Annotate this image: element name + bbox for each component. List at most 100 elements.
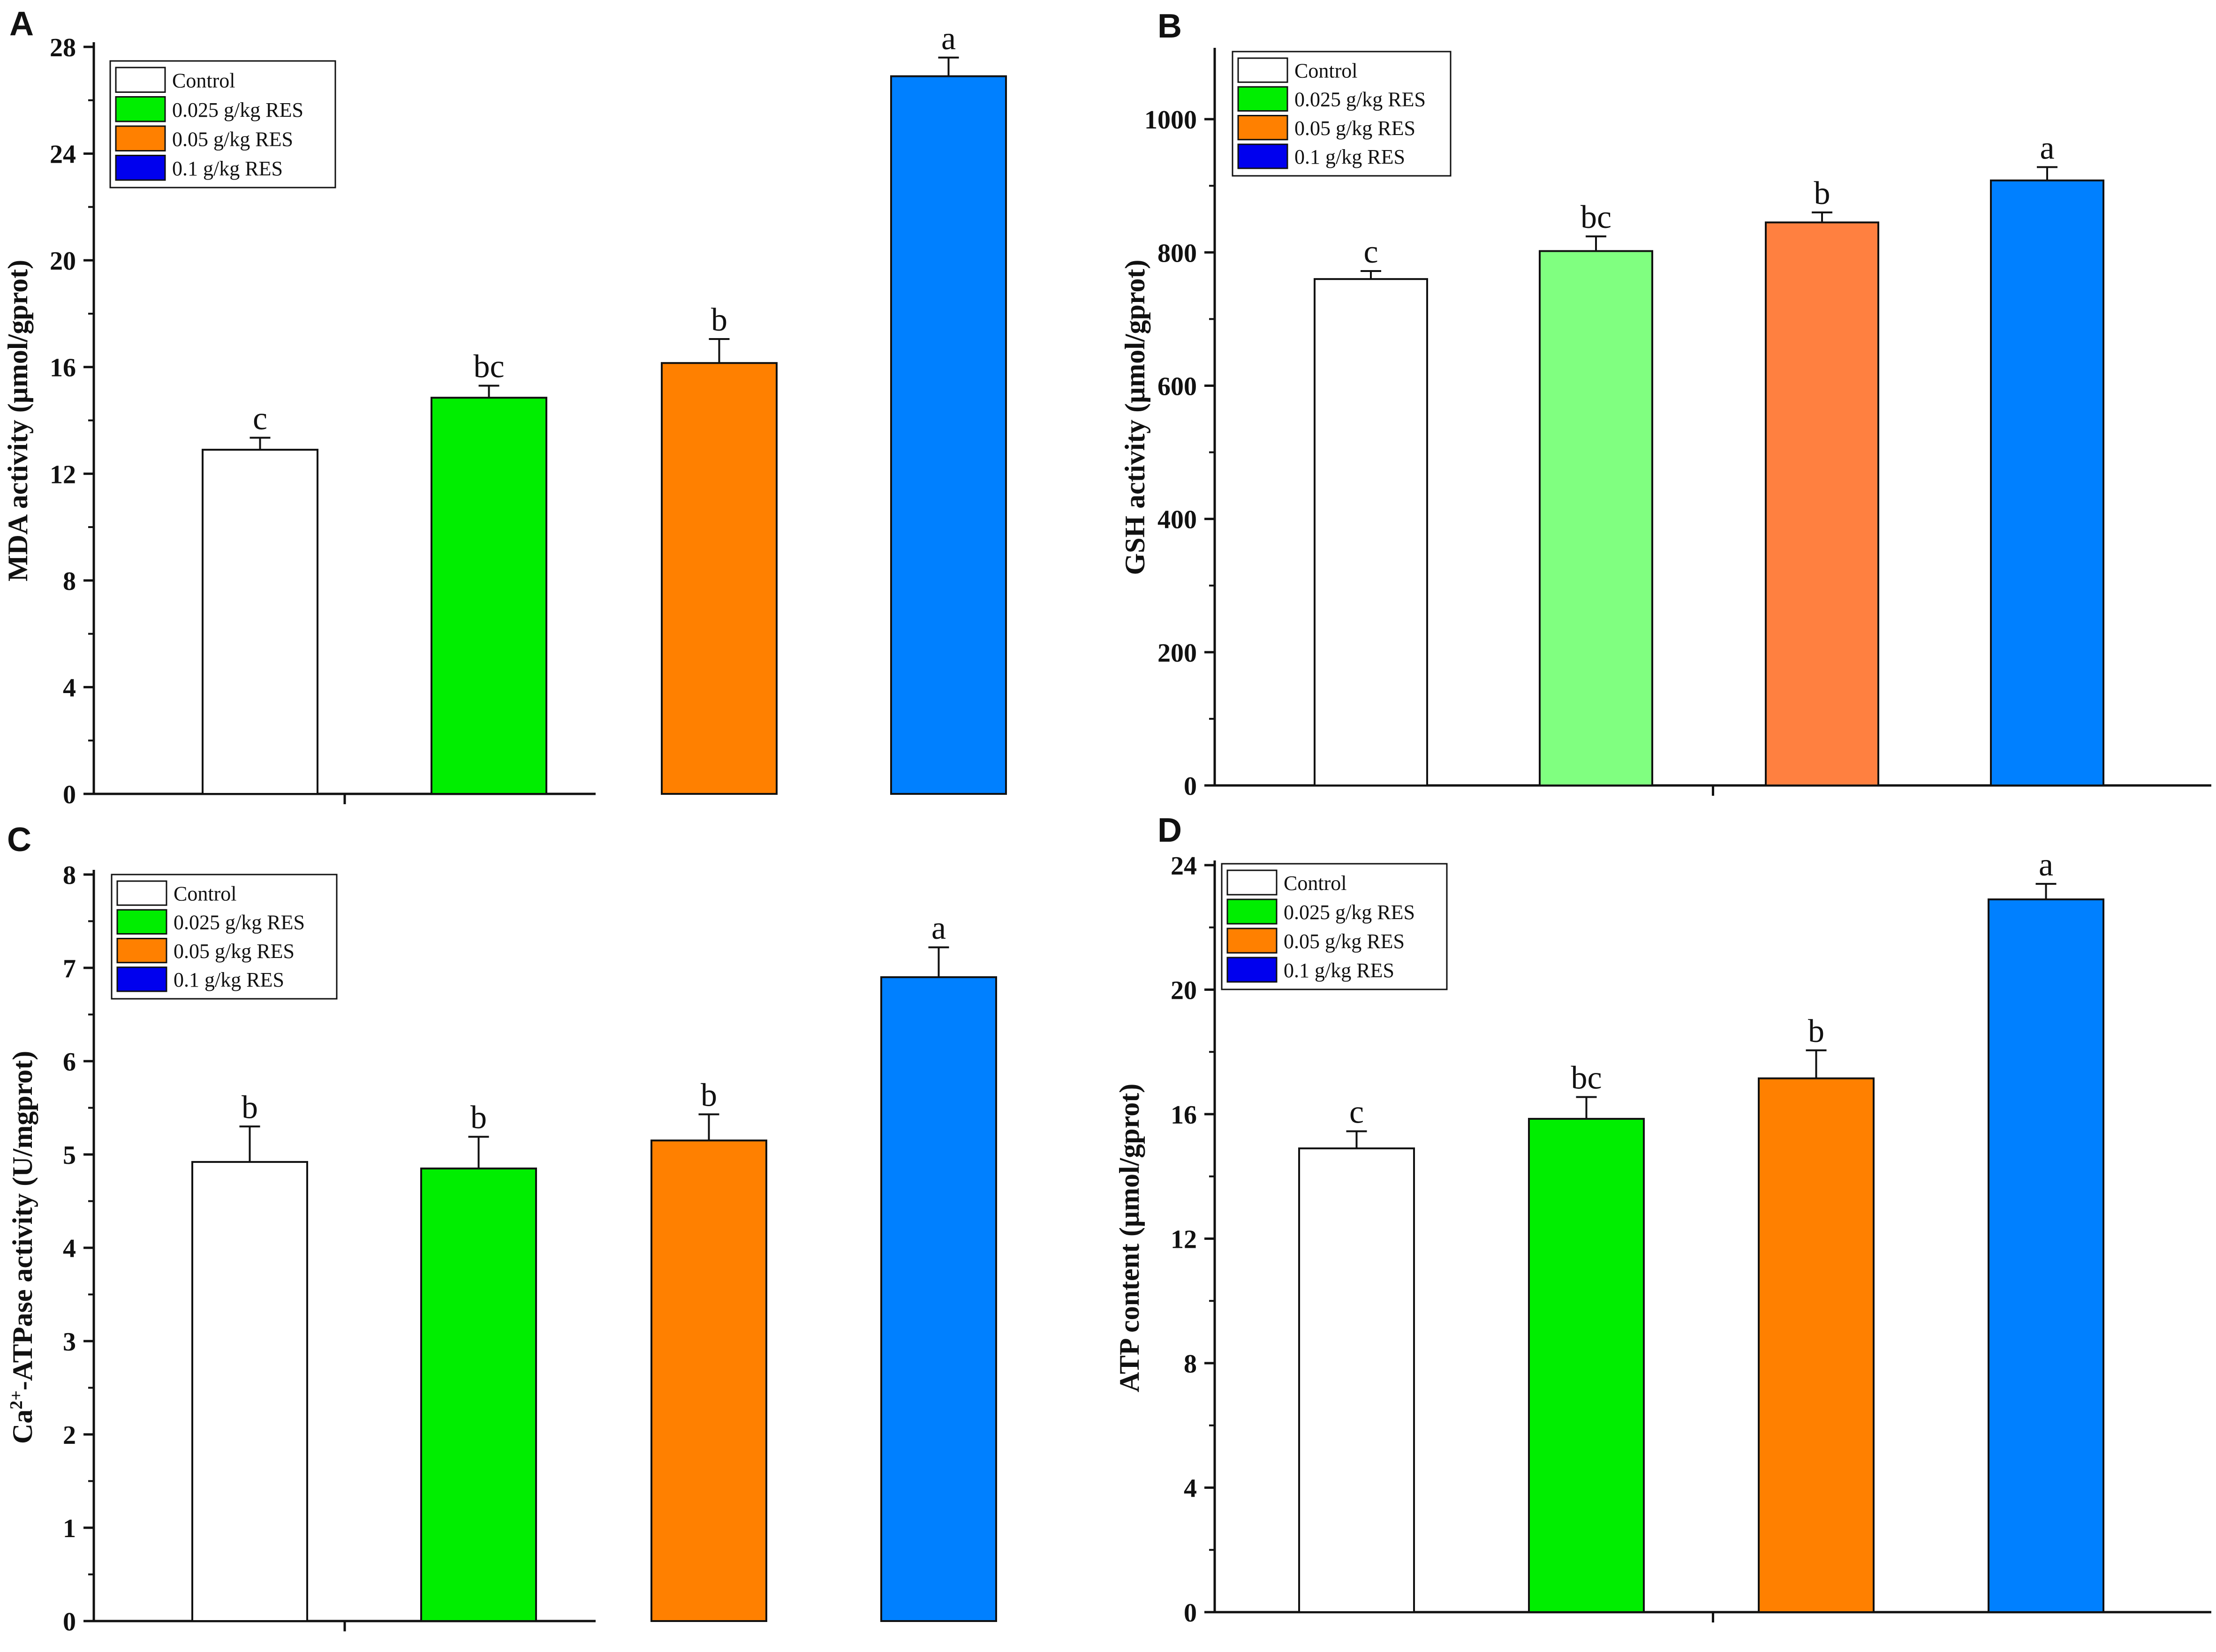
bar bbox=[1765, 221, 1879, 787]
y-axis-title-main: Ca bbox=[7, 1410, 38, 1444]
legend-label: 0.025 g/kg RES bbox=[1294, 88, 1426, 111]
bar bbox=[1990, 179, 2104, 786]
legend-label: Control bbox=[172, 69, 235, 92]
y-tick-label: 600 bbox=[1157, 372, 1197, 401]
significance-label: b bbox=[1808, 1013, 1824, 1049]
legend-label: Control bbox=[1284, 872, 1346, 895]
y-tick-label: 20 bbox=[50, 247, 76, 276]
bar bbox=[1314, 278, 1428, 786]
legend-label: 0.05 g/kg RES bbox=[1294, 117, 1415, 140]
bar bbox=[431, 397, 547, 795]
chart-panel-a: A 0 4 8 12 16 20 24 28 MDA activity (μmol/gprot) c… bbox=[2, 5, 1007, 809]
legend-swatch bbox=[116, 909, 167, 935]
legend-swatch bbox=[115, 155, 166, 181]
y-tick-label: 12 bbox=[50, 460, 76, 489]
y-axis-title: ATP content (μmol/gprot) bbox=[1114, 1084, 1145, 1392]
significance-label: b bbox=[242, 1089, 258, 1125]
y-tick-label: 3 bbox=[63, 1328, 76, 1357]
legend-label: 0.025 g/kg RES bbox=[172, 98, 303, 121]
bar bbox=[1528, 1117, 1645, 1613]
legend-swatch bbox=[116, 966, 167, 992]
panel-letter: C bbox=[7, 821, 31, 859]
bar bbox=[1758, 1077, 1875, 1613]
y-tick-label: 4 bbox=[63, 673, 76, 702]
y-tick-label: 1000 bbox=[1144, 106, 1197, 135]
y-tick-label: 0 bbox=[63, 1607, 76, 1637]
y-tick-label: 12 bbox=[1171, 1225, 1197, 1254]
significance-label: b bbox=[701, 1077, 717, 1113]
y-tick-label: 1 bbox=[63, 1514, 76, 1543]
y-tick-label: 0 bbox=[1184, 772, 1197, 801]
bar bbox=[1539, 250, 1653, 786]
significance-label: bc bbox=[473, 349, 504, 385]
y-tick-label: 8 bbox=[63, 567, 76, 596]
significance-label: b bbox=[470, 1100, 487, 1136]
y-tick-label: 4 bbox=[63, 1234, 76, 1263]
legend-swatch bbox=[1237, 57, 1288, 83]
legend-swatch bbox=[116, 938, 167, 964]
y-tick-label: 20 bbox=[1171, 976, 1197, 1005]
legend-swatch bbox=[1237, 115, 1288, 141]
y-axis-title-rest: -ATPase activity (U/mgprot) bbox=[7, 1051, 38, 1390]
significance-label: c bbox=[253, 400, 267, 437]
legend-swatch bbox=[115, 67, 166, 93]
y-tick-label: 0 bbox=[63, 780, 76, 809]
legend-swatch bbox=[1237, 86, 1288, 112]
significance-label: c bbox=[1349, 1094, 1364, 1131]
significance-label: a bbox=[941, 21, 956, 57]
legend-label: 0.05 g/kg RES bbox=[1284, 930, 1405, 953]
y-tick-label: 24 bbox=[1171, 852, 1197, 881]
legend-label: 0.025 g/kg RES bbox=[174, 911, 305, 934]
legend-label: 0.025 g/kg RES bbox=[1284, 901, 1415, 924]
y-tick-label: 5 bbox=[63, 1141, 76, 1170]
significance-label: bc bbox=[1571, 1060, 1602, 1096]
y-tick-label: 400 bbox=[1157, 505, 1197, 535]
y-tick-label: 7 bbox=[63, 954, 76, 983]
legend-label: 0.1 g/kg RES bbox=[1294, 145, 1405, 168]
bar bbox=[202, 449, 318, 795]
legend-label: 0.05 g/kg RES bbox=[174, 940, 295, 963]
y-tick-label: 24 bbox=[50, 140, 76, 169]
legend-label: Control bbox=[174, 882, 236, 905]
y-tick-label: 8 bbox=[1184, 1350, 1197, 1379]
legend-swatch bbox=[1226, 957, 1278, 983]
legend-label: 0.1 g/kg RES bbox=[174, 968, 284, 991]
bar bbox=[1298, 1147, 1415, 1613]
significance-label: a bbox=[2040, 130, 2054, 166]
legend-swatch bbox=[1226, 898, 1278, 925]
significance-label: a bbox=[2039, 847, 2053, 883]
bar bbox=[661, 362, 778, 795]
y-tick-label: 28 bbox=[50, 33, 76, 62]
significance-label: b bbox=[711, 302, 727, 338]
bar bbox=[420, 1167, 537, 1622]
y-tick-label: 16 bbox=[1171, 1101, 1197, 1130]
y-axis-title: Ca2+-ATPase activity (U/mgprot) bbox=[7, 1051, 38, 1444]
significance-label: a bbox=[931, 910, 946, 946]
bar bbox=[1988, 898, 2104, 1613]
y-tick-label: 6 bbox=[63, 1048, 76, 1077]
legend-label: 0.1 g/kg RES bbox=[172, 157, 283, 180]
y-tick-label: 800 bbox=[1157, 239, 1197, 268]
significance-label: b bbox=[1814, 175, 1830, 211]
bar bbox=[880, 976, 997, 1622]
bar bbox=[191, 1161, 308, 1622]
bar bbox=[650, 1139, 767, 1622]
y-axis-title: GSH activity (μmol/gprot) bbox=[1119, 260, 1150, 575]
legend-swatch bbox=[115, 96, 166, 122]
significance-label: bc bbox=[1581, 199, 1611, 235]
panel-letter: A bbox=[9, 5, 34, 43]
legend-label: 0.05 g/kg RES bbox=[172, 128, 293, 151]
bar bbox=[890, 75, 1007, 795]
legend-label: Control bbox=[1294, 59, 1357, 82]
y-tick-label: 200 bbox=[1157, 639, 1197, 668]
y-tick-label: 2 bbox=[63, 1421, 76, 1450]
legend-swatch bbox=[1226, 869, 1278, 896]
y-tick-label: 0 bbox=[1184, 1599, 1197, 1628]
chart-panel-b: B 0 200 400 600 800 1000 GSH activity (μmol/gpr… bbox=[1119, 8, 2211, 801]
y-tick-label: 4 bbox=[1184, 1474, 1197, 1503]
significance-label: c bbox=[1363, 234, 1378, 270]
y-tick-label: 8 bbox=[63, 861, 76, 890]
legend-swatch bbox=[115, 125, 166, 151]
